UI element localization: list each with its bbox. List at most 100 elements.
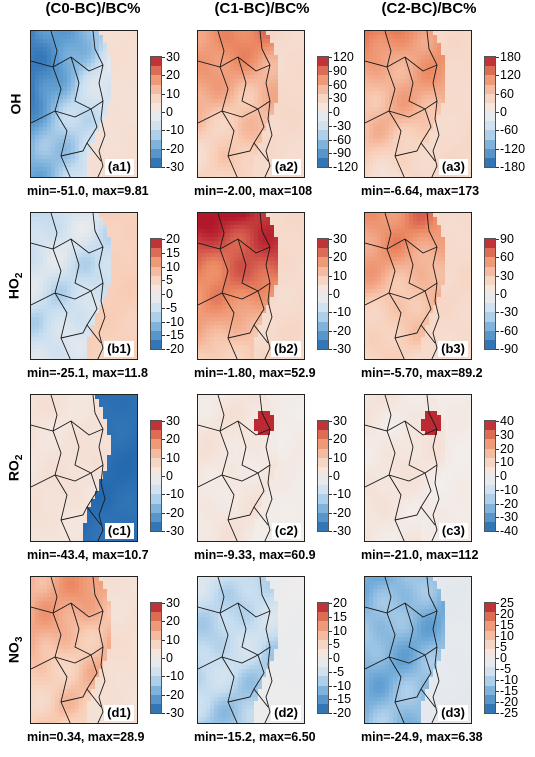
colorbar-tick-label: 40	[500, 414, 514, 428]
colorbar-tick-mark	[162, 252, 165, 254]
colorbar-segment	[485, 75, 495, 85]
colorbar-tick-mark	[496, 239, 499, 240]
colorbar-tick-label: 30	[500, 268, 514, 283]
colorbar-tick-label: -30	[166, 706, 185, 720]
colorbar-tick-label: -10	[166, 487, 185, 502]
colorbar-tick-mark	[162, 603, 165, 604]
row-label-ho2-base: HO	[5, 278, 22, 300]
colorbar-tick-mark	[329, 671, 332, 673]
colorbar-tick-mark	[162, 294, 165, 295]
colorbar-segment	[485, 121, 495, 131]
colorbar-tick-mark	[329, 139, 332, 141]
colorbar-segment	[485, 512, 495, 523]
colorbar-segment	[485, 57, 495, 67]
colorbar-segment	[485, 448, 495, 459]
colorbar-tick-mark	[162, 658, 165, 659]
colorbar-tick-label: 60	[333, 77, 347, 92]
colorbar-segment	[318, 466, 328, 477]
colorbar-tick-label: -30	[166, 524, 185, 538]
province-boundary	[60, 142, 88, 157]
colorbar-segment	[151, 476, 161, 486]
province-boundary	[60, 688, 88, 703]
colorbar-tick-mark	[496, 669, 499, 670]
colorbar-tick-label: -10	[333, 487, 352, 502]
colorbar-segment	[485, 639, 495, 650]
colorbar-segment	[485, 466, 495, 477]
colorbar-tick-mark	[496, 330, 499, 332]
colorbar-tick-label: -30	[166, 160, 185, 174]
map-field-c3	[365, 395, 471, 541]
colorbar-segment	[151, 667, 161, 677]
colorbar-tick-mark	[162, 494, 165, 496]
colorbar-segment	[151, 421, 161, 431]
province-boundary	[404, 56, 438, 110]
colorbar-tick-label: 0	[500, 287, 507, 301]
province-boundary	[394, 506, 422, 521]
province-boundary	[50, 31, 71, 177]
colorbar-segment	[318, 648, 328, 659]
map-field-a2	[198, 31, 304, 177]
colorbar-tick-label: -5	[166, 300, 178, 315]
province-boundary	[70, 238, 104, 292]
map-field-b1	[31, 213, 137, 359]
colorbar-tick-label: 60	[500, 86, 514, 101]
panel-tag-b3: (b3)	[438, 341, 468, 357]
colorbar-segment	[318, 494, 328, 504]
colorbar-segment	[318, 284, 328, 295]
colorbar-segment	[151, 157, 161, 168]
colorbar-tick-mark	[162, 676, 165, 678]
province-boundary	[384, 213, 405, 359]
colorbar-tick-mark	[496, 603, 499, 604]
colorbar-tick-mark	[162, 93, 165, 95]
colorbar-tick-label: 0	[166, 105, 173, 119]
colorbar-segment	[318, 485, 328, 495]
colorbar-tick-label: -5	[500, 662, 512, 676]
colorbar-tick-mark	[329, 98, 332, 100]
colorbar-segment	[485, 93, 495, 104]
colorbar-tick-label: 20	[333, 596, 347, 610]
row-label-ro2-base: RO	[5, 460, 22, 482]
colorbar-tick-label: 10	[166, 86, 180, 101]
row-label-ro2: RO2	[4, 394, 26, 542]
colorbar-tick-mark	[329, 70, 332, 72]
stats-a2: min=-2.00, max=108	[194, 184, 313, 198]
province-boundary	[404, 420, 438, 474]
colorbar-segment	[318, 148, 328, 159]
colorbar-tick-mark	[329, 658, 332, 659]
colorbar-d2	[317, 602, 329, 714]
colorbar-tick-label: 5	[333, 637, 340, 652]
colorbar-segment	[318, 266, 328, 277]
colorbar-segment	[318, 421, 328, 431]
colorbar-tick-label: -60	[500, 123, 519, 138]
stats-c3: min=-21.0, max=112	[361, 548, 479, 562]
colorbar-tick-mark	[496, 294, 499, 295]
colorbar-tick-label: 30	[500, 427, 514, 442]
panel-tag-c1: (c1)	[104, 523, 134, 539]
colorbar-tick-mark	[496, 75, 499, 77]
map-panel-a1: (a1)	[30, 30, 138, 178]
colorbar-tick-mark	[162, 349, 165, 350]
colorbar-segment	[485, 148, 495, 159]
colorbar-segment	[485, 612, 495, 622]
province-boundary	[237, 602, 271, 656]
colorbar-segment	[485, 421, 495, 431]
colorbar-tick-mark	[496, 658, 499, 659]
colorbar-segment	[151, 648, 161, 659]
stats-d1: min=0.34, max=28.9	[27, 730, 145, 744]
colorbar-segment	[151, 294, 161, 304]
colorbar-segment	[485, 430, 495, 440]
colorbar-tick-mark	[496, 476, 499, 477]
colorbar-tick-mark	[329, 457, 332, 459]
colorbar-segment	[151, 512, 161, 523]
province-boundary	[384, 31, 405, 177]
colorbar-segment	[151, 494, 161, 504]
colorbar-segment	[318, 294, 328, 304]
colorbar-b2	[317, 238, 329, 350]
colorbar-segment	[318, 457, 328, 468]
colorbar-tick-mark	[329, 84, 332, 86]
colorbar-a1	[150, 56, 162, 168]
colorbar-tick-label: 120	[333, 50, 354, 64]
colorbar-tick-mark	[496, 636, 499, 637]
colorbar-tick-mark	[329, 713, 332, 714]
colorbar-tick-label: -20	[166, 505, 185, 520]
